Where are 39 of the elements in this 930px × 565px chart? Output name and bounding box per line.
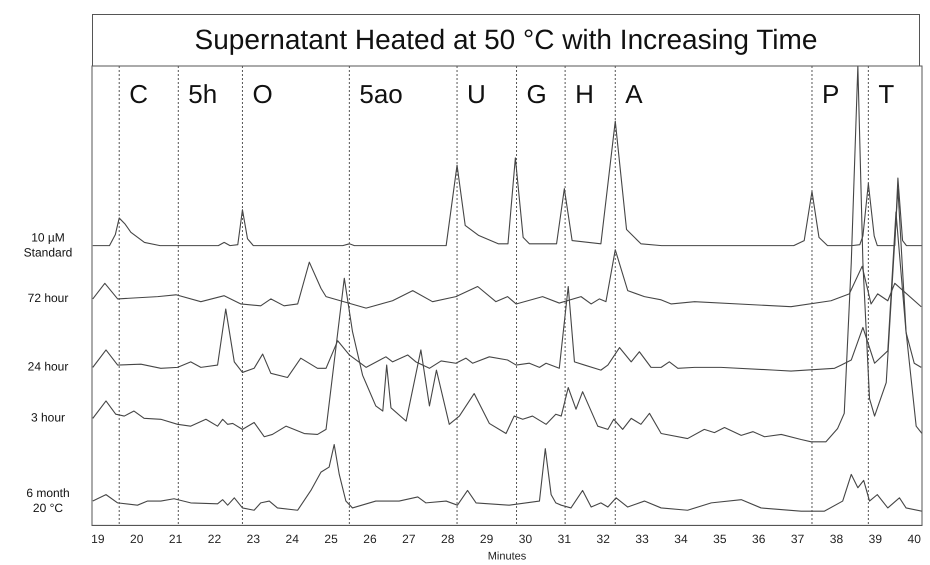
x-tick-label: 37 bbox=[790, 532, 805, 546]
x-tick-label: 33 bbox=[635, 532, 650, 546]
x-tick-label: 21 bbox=[168, 532, 183, 546]
x-tick-label: 34 bbox=[674, 532, 688, 546]
ref-line-label: H bbox=[575, 79, 594, 110]
text: 3 hour bbox=[30, 410, 66, 425]
x-tick-label: 24 bbox=[286, 532, 300, 546]
x-tick-label: 39 bbox=[868, 532, 882, 546]
ref-line-label: U bbox=[467, 79, 486, 110]
x-tick-label: 38 bbox=[830, 532, 844, 546]
x-axis-title: Minutes bbox=[488, 550, 527, 562]
series-label: 6 month 20 °C bbox=[26, 486, 70, 515]
x-tick-label: 28 bbox=[441, 532, 455, 546]
ref-line-label: G bbox=[526, 79, 547, 110]
x-tick-label: 30 bbox=[518, 532, 532, 546]
x-tick-label: 22 bbox=[208, 532, 222, 546]
x-tick-label: 29 bbox=[480, 532, 494, 546]
ref-line-label: C bbox=[129, 79, 148, 110]
ref-line-label: 5ao bbox=[359, 79, 403, 110]
chart-title: Supernatant Heated at 50 °C with Increasing Time bbox=[92, 14, 920, 66]
text: 24 hour bbox=[28, 360, 68, 374]
series-label: 10 µM Standard bbox=[24, 230, 72, 260]
x-tick-label: 20 bbox=[130, 532, 144, 546]
x-tick-label: 36 bbox=[752, 532, 766, 546]
x-tick-label: 25 bbox=[324, 532, 338, 546]
x-tick-label: 19 bbox=[91, 532, 105, 546]
ref-line-label: P bbox=[822, 79, 840, 110]
ref-line-label: A bbox=[625, 79, 644, 110]
x-tick-label: 35 bbox=[713, 532, 727, 546]
x-tick-label: 27 bbox=[402, 532, 416, 546]
ref-line-label: O bbox=[252, 79, 273, 110]
x-tick-label: 23 bbox=[246, 532, 260, 546]
x-tick-label: 40 bbox=[908, 532, 922, 546]
x-tick-label: 26 bbox=[363, 532, 377, 546]
x-tick-label: 31 bbox=[558, 532, 572, 546]
text: 72 hour bbox=[28, 291, 68, 306]
ref-line-label: T bbox=[878, 79, 894, 110]
ref-line-label: 5h bbox=[188, 79, 218, 110]
x-tick-label: 32 bbox=[596, 532, 610, 546]
